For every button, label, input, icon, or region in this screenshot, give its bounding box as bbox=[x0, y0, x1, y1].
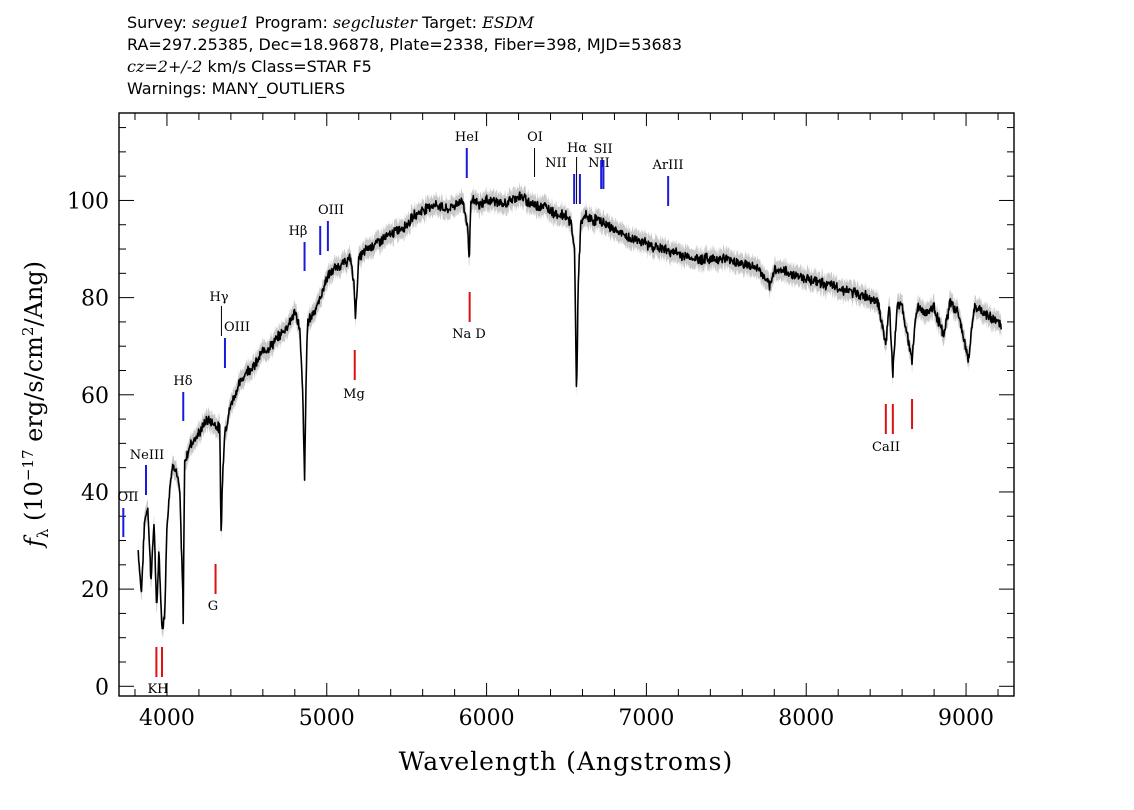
nii-6548-label: NII bbox=[545, 156, 567, 171]
y-tick-label: 40 bbox=[81, 481, 109, 506]
nad-label: Na D bbox=[452, 327, 486, 342]
x-tick-label: 4000 bbox=[139, 706, 195, 731]
header-survey-line: Survey: segue1 Program: segcluster Targe… bbox=[127, 12, 682, 34]
class-value: km/s Class=STAR F5 bbox=[202, 57, 372, 76]
x-tick-label: 8000 bbox=[778, 706, 834, 731]
g-label: G bbox=[208, 599, 218, 614]
x-tick-label: 9000 bbox=[938, 706, 994, 731]
target-value: ESDM bbox=[482, 13, 534, 32]
program-label: Program: bbox=[254, 13, 328, 32]
series-layer bbox=[137, 182, 1002, 639]
y-tick-label: 80 bbox=[81, 287, 109, 312]
x-tick-label: 5000 bbox=[299, 706, 355, 731]
sii-6717-label: SII bbox=[593, 142, 612, 157]
y-tick-label: 20 bbox=[81, 578, 109, 603]
y-tick-label: 0 bbox=[95, 675, 109, 700]
caii-label: CaII bbox=[872, 440, 900, 455]
nii-6584-label: NII bbox=[588, 156, 610, 171]
error-band bbox=[138, 182, 1002, 639]
header-redshift-line: cz=2+/-2 km/s Class=STAR F5 bbox=[127, 56, 682, 78]
halpha-label: Hα bbox=[567, 141, 587, 156]
flux-line bbox=[137, 191, 1002, 630]
hei-label: HeI bbox=[455, 130, 479, 145]
oiii-4363-label: OIII bbox=[224, 320, 250, 335]
oi-label: OI bbox=[527, 130, 543, 145]
axis-ticks bbox=[119, 113, 1014, 696]
x-tick-label: 6000 bbox=[459, 706, 515, 731]
oiii-5007-label: OIII bbox=[318, 203, 344, 218]
y-tick-label: 100 bbox=[67, 189, 109, 214]
program-value: segcluster bbox=[332, 13, 418, 32]
oii-label: OII bbox=[118, 490, 139, 505]
header-coordinates-line: RA=297.25385, Dec=18.96878, Plate=2338, … bbox=[127, 35, 683, 54]
spectrum-header: Survey: segue1 Program: segcluster Targe… bbox=[127, 12, 682, 100]
hbeta-label: Hβ bbox=[289, 224, 308, 239]
x-tick-label: 7000 bbox=[618, 706, 674, 731]
y-tick-label: 60 bbox=[81, 384, 109, 409]
target-label: Target: bbox=[422, 13, 477, 32]
hgamma-label: Hγ bbox=[209, 290, 228, 305]
mg-label: Mg bbox=[343, 387, 365, 402]
survey-label: Survey: bbox=[127, 13, 187, 32]
hdelta-label: Hδ bbox=[173, 374, 192, 389]
x-axis-label: Wavelength (Angstroms) bbox=[399, 747, 733, 776]
x-tick-labels: 4000 5000 6000 7000 8000 9000 bbox=[139, 706, 994, 731]
plot-frame bbox=[118, 112, 1015, 697]
neiii-label: NeIII bbox=[130, 448, 164, 463]
kh-label: KH bbox=[147, 682, 168, 697]
y-tick-labels: 0 20 40 60 80 100 bbox=[67, 189, 109, 700]
y-axis-label: fλ (10−17 erg/s/cm2/Ang) bbox=[19, 261, 52, 549]
survey-value: segue1 bbox=[191, 13, 250, 32]
header-warnings-line: Warnings: MANY_OUTLIERS bbox=[127, 79, 346, 98]
ariii-label: ArIII bbox=[651, 158, 683, 173]
cz-value: cz=2+/-2 bbox=[127, 57, 203, 76]
